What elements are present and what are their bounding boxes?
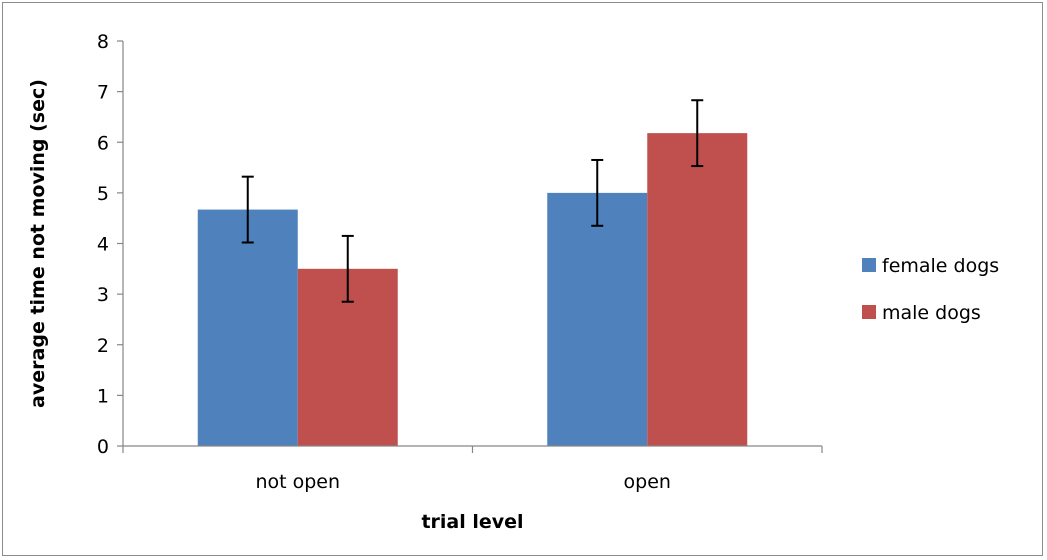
legend-swatch <box>862 258 876 272</box>
axes: 0 1 2 3 4 5 6 7 8 not open open <box>97 31 823 493</box>
x-category-label: not open <box>255 471 340 493</box>
y-tick-label: 6 <box>97 132 109 154</box>
y-tick-label: 7 <box>97 82 109 104</box>
y-axis-title: average time not moving (sec) <box>27 79 49 408</box>
y-tick-label: 8 <box>97 31 109 53</box>
legend-label: female dogs <box>882 255 999 277</box>
x-axis-title: trial level <box>421 511 523 533</box>
y-tick-label: 2 <box>97 335 109 357</box>
plot-area <box>197 99 748 446</box>
y-tick-label: 5 <box>97 183 109 205</box>
bar <box>197 209 298 446</box>
y-tick-label: 1 <box>97 385 109 407</box>
bar <box>547 192 648 446</box>
legend-swatch <box>862 305 876 319</box>
y-tick-label: 3 <box>97 284 109 306</box>
bar <box>647 133 748 446</box>
y-tick-label: 0 <box>97 436 109 458</box>
y-tick-label: 4 <box>97 234 109 256</box>
legend: female dogs male dogs <box>862 255 999 324</box>
legend-label: male dogs <box>882 302 981 324</box>
x-category-label: open <box>624 471 671 493</box>
